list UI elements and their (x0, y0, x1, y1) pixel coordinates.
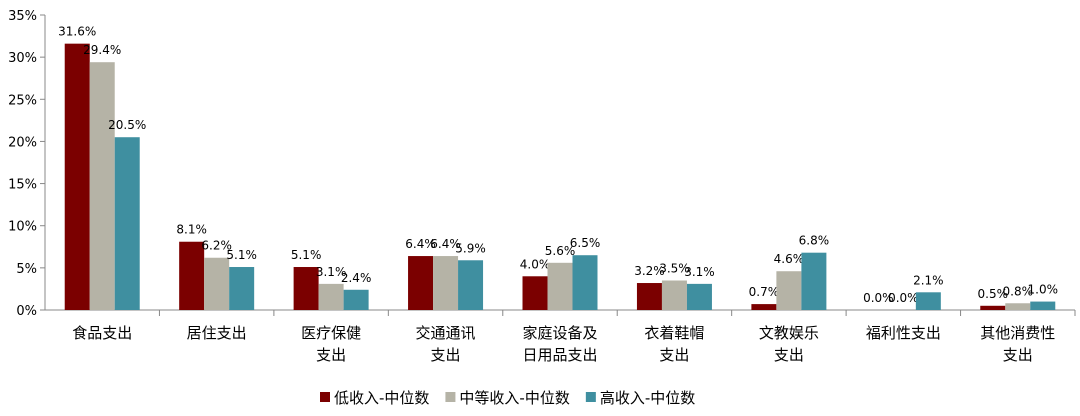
value-label: 6.4% (430, 237, 461, 251)
value-label: 6.2% (201, 239, 232, 253)
bar (114, 137, 140, 310)
value-label: 5.6% (545, 244, 576, 258)
bar (179, 241, 205, 310)
y-tick-label: 5% (16, 262, 37, 277)
value-label: 8.1% (176, 223, 207, 237)
bar (686, 283, 712, 310)
value-label: 0.5% (978, 287, 1009, 301)
value-label: 1.0% (1028, 283, 1059, 297)
y-tick-label: 35% (8, 9, 37, 24)
bar (522, 276, 548, 310)
value-label: 0.8% (1003, 284, 1034, 298)
bar (547, 262, 573, 310)
value-label: 0.0% (863, 291, 894, 305)
bar (293, 267, 319, 310)
bar (64, 43, 90, 311)
x-tick-label: 医疗保健支出 (301, 324, 361, 364)
y-tick-label: 25% (8, 93, 37, 108)
legend-label: 低收入-中位数 (334, 389, 429, 407)
x-tick-label: 衣着鞋帽支出 (644, 324, 704, 364)
bar (751, 304, 777, 310)
y-tick-label: 20% (8, 135, 37, 150)
value-label: 6.8% (799, 234, 830, 248)
legend-swatch (445, 392, 456, 402)
x-tick-label: 交通通讯支出 (416, 324, 476, 364)
value-label: 5.1% (226, 248, 257, 262)
x-tick-label: 居住支出 (187, 324, 247, 342)
bar (801, 252, 827, 310)
y-tick-label: 0% (16, 304, 37, 319)
value-label: 2.4% (341, 271, 372, 285)
bar (776, 271, 802, 310)
bar (343, 289, 369, 310)
legend-label: 高收入-中位数 (600, 389, 695, 407)
value-label: 3.1% (316, 265, 347, 279)
value-label: 0.0% (888, 291, 919, 305)
value-label: 6.5% (570, 236, 601, 250)
bar (980, 305, 1006, 310)
bar (661, 280, 687, 310)
value-label: 29.4% (83, 43, 121, 57)
bar (433, 256, 459, 310)
bar (572, 255, 598, 310)
x-tick-label: 食品支出 (72, 324, 132, 342)
legend-swatch (320, 392, 330, 402)
value-label: 3.5% (659, 262, 690, 276)
y-tick-label: 30% (8, 51, 37, 66)
y-tick-label: 15% (8, 178, 37, 193)
x-tick-label: 福利性支出 (866, 324, 941, 342)
x-tick-label: 其他消费性支出 (980, 324, 1055, 364)
bar (89, 62, 115, 311)
value-label: 4.0% (520, 257, 551, 271)
legend-label: 中等收入-中位数 (459, 389, 569, 407)
value-label: 5.9% (455, 241, 486, 255)
value-label: 5.1% (291, 248, 322, 262)
bar (318, 283, 344, 310)
value-label: 20.5% (108, 118, 146, 132)
bar (229, 267, 255, 310)
value-label: 2.1% (913, 273, 944, 287)
y-tick-label: 10% (8, 220, 37, 235)
bar (1030, 301, 1056, 310)
value-label: 31.6% (58, 25, 96, 39)
value-label: 6.4% (405, 237, 436, 251)
value-label: 3.1% (684, 265, 715, 279)
legend-swatch (585, 392, 596, 402)
bar (408, 256, 434, 310)
bar (204, 257, 230, 310)
value-label: 3.2% (634, 264, 665, 278)
bar (915, 292, 941, 310)
x-tick-label: 家庭设备及日用品支出 (522, 324, 597, 364)
x-tick-label: 文教娱乐支出 (759, 324, 819, 364)
bar (1005, 303, 1031, 310)
bar (636, 283, 662, 310)
value-label: 4.6% (774, 252, 805, 266)
bar (458, 260, 484, 310)
value-label: 0.7% (749, 285, 780, 299)
